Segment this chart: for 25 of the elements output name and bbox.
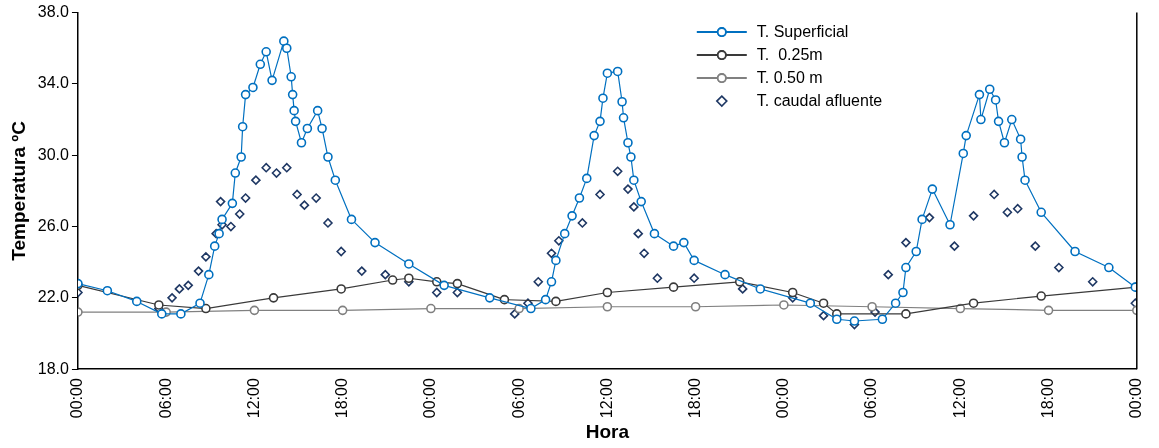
x-tick-label: 00:00	[421, 378, 439, 419]
x-tick-label: 06:00	[156, 378, 174, 419]
y-axis-title: Temperatura ºC	[7, 120, 29, 261]
x-tick-label: 18:00	[686, 378, 704, 419]
x-tick-label: 06:00	[862, 378, 880, 419]
x-tick-label: 06:00	[509, 378, 527, 419]
x-tick-label: 12:00	[244, 378, 262, 419]
x-tick-label: 12:00	[597, 378, 615, 419]
y-tick-label: 18.0	[37, 359, 70, 377]
y-tick-label: 30.0	[37, 145, 70, 163]
legend-label: T. 0.50 m	[756, 68, 823, 86]
y-tick-label: 34.0	[37, 74, 70, 92]
x-tick-label: 12:00	[950, 378, 968, 419]
legend-label: T. caudal afluente	[756, 91, 883, 109]
x-axis-title: Hora	[585, 420, 630, 442]
x-tick-label: 00:00	[774, 378, 792, 419]
y-tick-label: 26.0	[37, 216, 70, 234]
legend-label: T. 0.25m	[756, 45, 823, 63]
y-tick-label: 38.0	[37, 3, 70, 21]
x-tick-label: 18:00	[1038, 378, 1056, 419]
x-tick-label: 00:00	[1127, 378, 1145, 419]
y-tick-label: 22.0	[37, 288, 70, 306]
x-tick-label: 18:00	[333, 378, 351, 419]
x-tick-label: 00:00	[68, 378, 86, 419]
legend-label: T. Superficial	[756, 22, 849, 40]
